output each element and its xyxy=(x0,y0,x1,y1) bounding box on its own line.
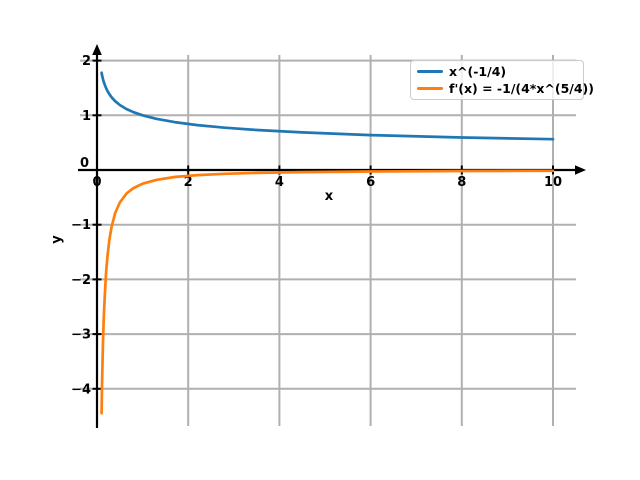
legend-label: x^(-1/4) xyxy=(449,64,507,79)
x-tick-label: 4 xyxy=(275,175,284,190)
legend-line-swatch-blue xyxy=(417,70,443,73)
x-tick-label: 0 xyxy=(92,175,101,190)
x-tick-label: 6 xyxy=(366,175,375,190)
y-tick-label: 1 xyxy=(82,109,91,124)
y-tick-label: −2 xyxy=(71,273,91,288)
y-tick-label: −3 xyxy=(71,328,91,343)
series-line-1 xyxy=(100,169,555,415)
x-tick-label: 2 xyxy=(184,175,193,190)
legend-entry: f'(x) = -1/(4*x^(5/4)) xyxy=(417,80,594,97)
series-line-0 xyxy=(100,71,555,141)
y-axis-arrow-icon xyxy=(92,44,102,55)
y-tick-label: 0 xyxy=(80,156,89,171)
legend-box: x^(-1/4) f'(x) = -1/(4*x^(5/4)) xyxy=(410,60,594,100)
y-axis-label: y xyxy=(49,235,65,244)
x-tick-label: 10 xyxy=(544,175,562,190)
y-tick-label: −4 xyxy=(71,382,91,397)
legend-entry: x^(-1/4) xyxy=(417,63,577,80)
x-axis-label: x xyxy=(324,189,334,204)
legend-line-swatch-orange xyxy=(417,87,443,90)
y-tick-label: 2 xyxy=(82,54,91,69)
x-tick-label: 8 xyxy=(457,175,466,190)
y-tick-label: −1 xyxy=(71,218,91,233)
legend-label: f'(x) = -1/(4*x^(5/4)) xyxy=(449,81,594,96)
x-axis-arrow-icon xyxy=(575,165,586,175)
